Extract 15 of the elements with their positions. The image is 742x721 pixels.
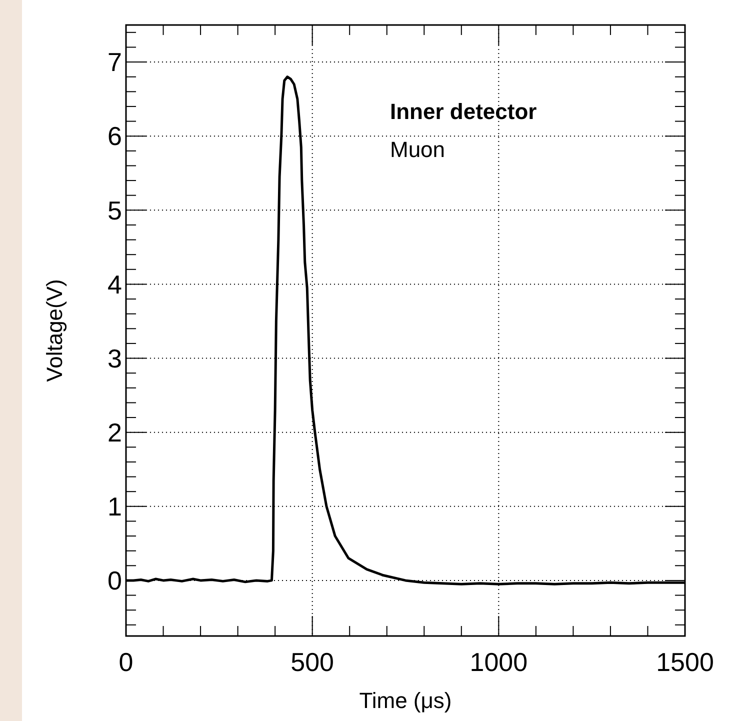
- y-tick-label: 1: [108, 491, 122, 522]
- y-axis-title: Voltage(V): [42, 279, 67, 382]
- y-tick-label: 7: [108, 47, 122, 78]
- y-tick-label: 4: [108, 269, 122, 300]
- y-tick-label: 0: [108, 566, 122, 596]
- annotation: Inner detector: [390, 99, 538, 124]
- x-tick-label: 500: [290, 647, 334, 677]
- y-tick-label: 6: [108, 121, 122, 152]
- x-tick-label: 1000: [470, 647, 528, 677]
- annotation: Muon: [390, 137, 446, 162]
- y-tick-label: 5: [108, 195, 122, 226]
- y-tick-label: 2: [108, 417, 122, 448]
- y-tick-label: 3: [108, 343, 122, 374]
- x-tick-label: 1500: [656, 647, 714, 677]
- x-axis-title: Time (μs): [359, 688, 452, 713]
